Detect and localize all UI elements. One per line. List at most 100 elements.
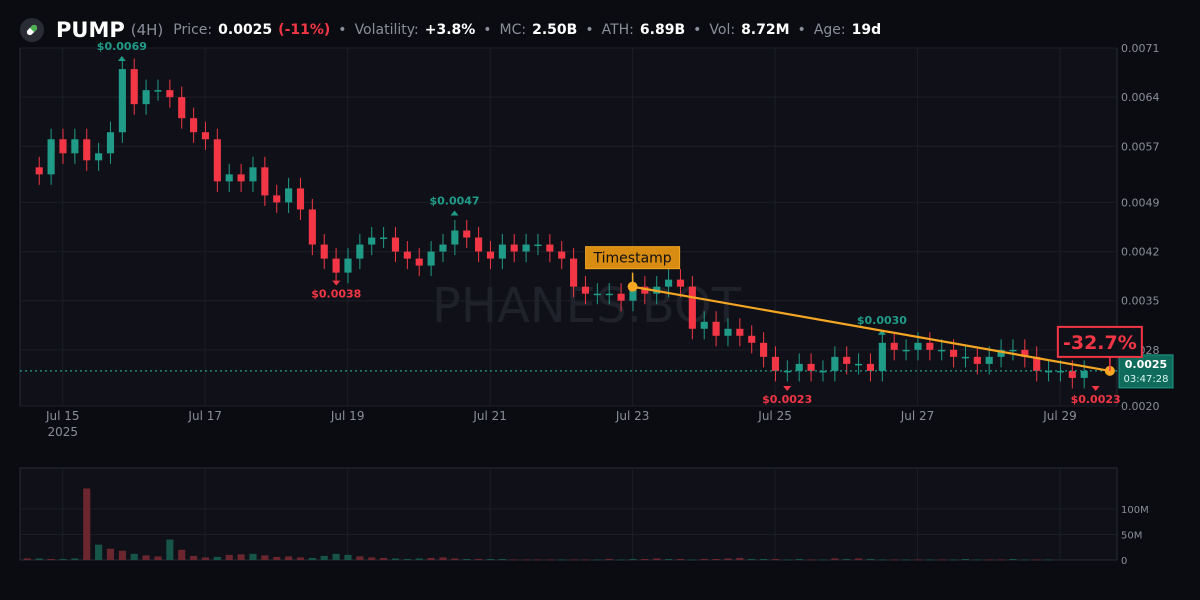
candle-body[interactable]: [902, 349, 910, 352]
volume-bar[interactable]: [617, 559, 625, 561]
volume-bar[interactable]: [961, 558, 970, 560]
candle-body[interactable]: [546, 244, 554, 252]
volume-bar[interactable]: [712, 558, 720, 560]
volume-bar[interactable]: [843, 558, 851, 560]
candle-body[interactable]: [748, 335, 756, 343]
volume-bar[interactable]: [795, 558, 803, 560]
candle-body[interactable]: [712, 321, 720, 336]
volume-bar[interactable]: [320, 555, 328, 560]
candle-body[interactable]: [201, 132, 210, 140]
candle-body[interactable]: [1021, 349, 1029, 357]
volume-bar[interactable]: [451, 558, 459, 560]
candle-body[interactable]: [510, 244, 518, 252]
candle-body[interactable]: [570, 258, 578, 287]
candle-body[interactable]: [59, 139, 67, 154]
volume-bar[interactable]: [807, 559, 815, 561]
volume-bar[interactable]: [593, 559, 601, 561]
candle-body[interactable]: [760, 342, 768, 357]
candle-body[interactable]: [890, 342, 898, 350]
volume-bar[interactable]: [23, 558, 31, 560]
candle-body[interactable]: [475, 237, 483, 252]
candle-body[interactable]: [961, 356, 970, 359]
volume-bar[interactable]: [261, 555, 269, 560]
volume-bar[interactable]: [190, 555, 198, 560]
candle-body[interactable]: [878, 342, 886, 371]
candle-body[interactable]: [581, 286, 590, 294]
candle-body[interactable]: [130, 69, 138, 105]
candle-body[interactable]: [285, 188, 293, 203]
volume-bar[interactable]: [866, 558, 875, 560]
volume-bar[interactable]: [819, 559, 827, 561]
candle-body[interactable]: [95, 153, 103, 161]
candle-body[interactable]: [463, 230, 471, 238]
volume-bar[interactable]: [166, 539, 174, 560]
candle-body[interactable]: [665, 279, 673, 287]
candle-body[interactable]: [819, 370, 827, 373]
volume-bar[interactable]: [878, 559, 886, 561]
volume-bar[interactable]: [154, 556, 162, 560]
volume-bar[interactable]: [296, 557, 305, 560]
candle-body[interactable]: [415, 258, 423, 266]
candle-body[interactable]: [403, 251, 411, 259]
candle-body[interactable]: [1068, 370, 1076, 378]
candle-body[interactable]: [451, 230, 459, 245]
volume-bar[interactable]: [771, 558, 780, 560]
volume-bar[interactable]: [676, 558, 685, 560]
candle-body[interactable]: [83, 139, 91, 161]
candle-body[interactable]: [558, 251, 566, 259]
candle-body[interactable]: [190, 118, 198, 133]
candle-body[interactable]: [534, 244, 542, 247]
candle-body[interactable]: [380, 237, 388, 240]
candle-body[interactable]: [391, 237, 400, 252]
volume-bar[interactable]: [950, 559, 958, 561]
volume-bar[interactable]: [902, 559, 910, 561]
volume-bar[interactable]: [415, 558, 423, 560]
candle-body[interactable]: [985, 356, 993, 364]
candle-body[interactable]: [629, 286, 637, 301]
volume-bar[interactable]: [760, 558, 768, 560]
volume-bar[interactable]: [890, 559, 898, 561]
volume-bar[interactable]: [201, 557, 210, 560]
candle-body[interactable]: [926, 342, 934, 350]
candle-body[interactable]: [973, 356, 981, 364]
candle-body[interactable]: [950, 349, 958, 357]
candle-body[interactable]: [213, 139, 221, 182]
candle-body[interactable]: [1080, 370, 1088, 378]
volume-bar[interactable]: [344, 554, 352, 560]
volume-bar[interactable]: [724, 558, 732, 560]
candle-body[interactable]: [641, 286, 649, 294]
trend-start-handle[interactable]: [627, 281, 638, 292]
volume-bar[interactable]: [47, 558, 55, 560]
volume-bar[interactable]: [59, 558, 67, 560]
volume-bar[interactable]: [439, 557, 447, 560]
candle-body[interactable]: [296, 188, 305, 210]
volume-bar[interactable]: [581, 559, 590, 561]
volume-bar[interactable]: [973, 559, 981, 561]
candle-body[interactable]: [154, 90, 162, 92]
candle-body[interactable]: [249, 167, 257, 182]
volume-bar[interactable]: [380, 557, 388, 560]
candle-body[interactable]: [997, 349, 1005, 357]
candle-body[interactable]: [308, 209, 316, 245]
candle-body[interactable]: [843, 356, 851, 364]
volume-bar[interactable]: [285, 556, 293, 560]
candle-body[interactable]: [71, 139, 79, 154]
candle-body[interactable]: [439, 244, 447, 252]
candle-body[interactable]: [47, 139, 55, 175]
volume-bar[interactable]: [1045, 559, 1053, 561]
volume-bar[interactable]: [1009, 558, 1017, 560]
volume-bar[interactable]: [356, 556, 364, 560]
candle-body[interactable]: [831, 356, 839, 371]
volume-bar[interactable]: [475, 558, 483, 560]
volume-bar[interactable]: [855, 558, 863, 560]
volume-bar[interactable]: [985, 559, 993, 561]
volume-bar[interactable]: [938, 559, 946, 561]
candle-body[interactable]: [771, 356, 780, 371]
candle-body[interactable]: [1045, 370, 1053, 373]
volume-bar[interactable]: [605, 558, 613, 560]
volume-bar[interactable]: [178, 549, 186, 560]
candle-body[interactable]: [593, 293, 601, 296]
candle-body[interactable]: [225, 174, 233, 182]
candle-body[interactable]: [866, 363, 875, 371]
volume-bar[interactable]: [629, 558, 637, 560]
